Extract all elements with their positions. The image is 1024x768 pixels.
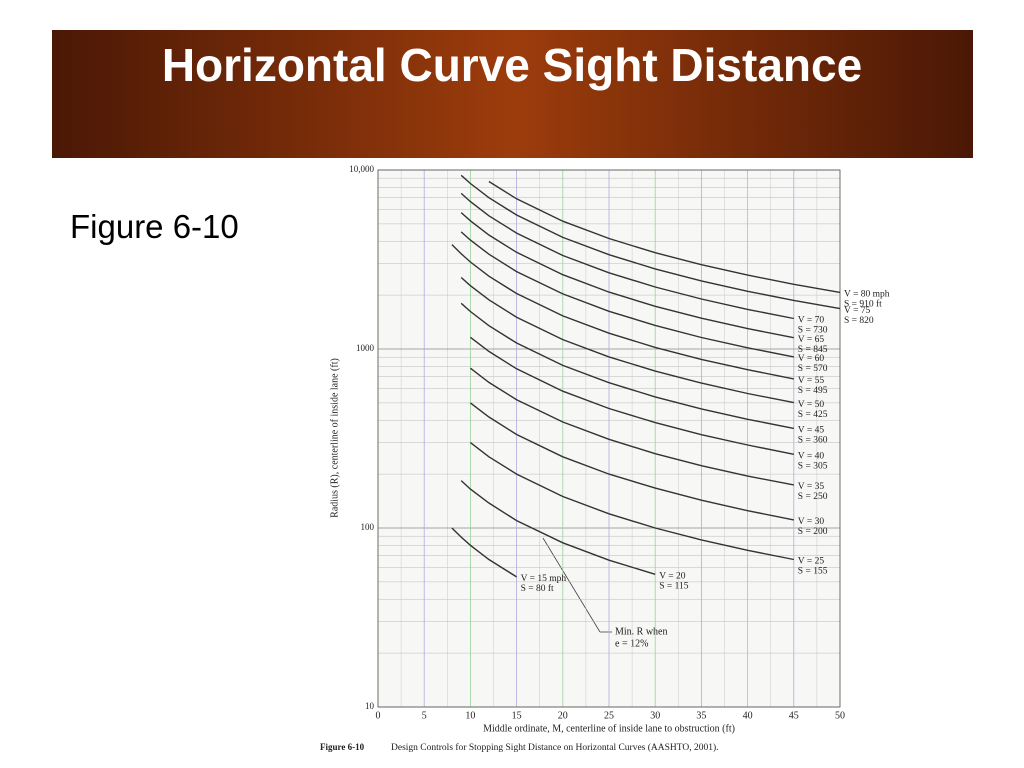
- curve: [488, 180, 841, 294]
- curve: [469, 402, 794, 521]
- x-tick-label: 10: [465, 710, 475, 721]
- x-axis-label: Middle ordinate, M, centerline of inside…: [483, 723, 735, 734]
- y-tick-label: 1000: [356, 343, 375, 353]
- series-label: V = 20: [659, 572, 686, 582]
- series-label: S = 200: [798, 527, 828, 537]
- series-label: S = 250: [798, 492, 828, 502]
- series-label: S = 425: [798, 410, 828, 420]
- series-label: S = 495: [798, 386, 828, 396]
- annotation: Min. R when: [615, 626, 668, 637]
- series-label: V = 70: [798, 316, 825, 326]
- x-tick-label: 35: [696, 710, 706, 721]
- series-label: V = 40: [798, 452, 825, 462]
- slide-title: Horizontal Curve Sight Distance: [161, 39, 863, 91]
- curve: [460, 192, 794, 320]
- curve: [460, 231, 794, 358]
- y-tick-label: 100: [361, 522, 375, 532]
- series-label: V = 25: [798, 557, 825, 567]
- y-axis-label: Radius (R), centerline of inside lane (f…: [329, 358, 340, 518]
- series-label: V = 55: [798, 376, 825, 386]
- x-tick-label: 5: [422, 710, 427, 721]
- curve: [469, 367, 794, 486]
- curve: [460, 302, 794, 430]
- curve: [469, 336, 794, 455]
- x-tick-label: 25: [604, 710, 614, 721]
- series-label: V = 45: [798, 426, 825, 436]
- curve: [451, 527, 517, 578]
- series-label: S = 910 ft: [844, 299, 882, 310]
- x-tick-label: 20: [558, 710, 568, 721]
- curve: [469, 442, 794, 561]
- x-tick-label: 15: [512, 710, 522, 721]
- x-tick-label: 30: [650, 710, 660, 721]
- caption-number: Figure 6-10: [320, 742, 365, 752]
- y-tick-label: 10,000: [349, 164, 374, 174]
- curve: [460, 174, 841, 310]
- series-label: V = 75: [844, 306, 871, 316]
- series-label: S = 820: [844, 316, 874, 326]
- annotation: e = 12%: [615, 638, 648, 649]
- curve: [460, 212, 794, 339]
- series-label: S = 360: [798, 436, 828, 446]
- x-tick-label: 50: [835, 710, 845, 721]
- series-label: V = 30: [798, 517, 825, 527]
- series-label: S = 305: [798, 462, 828, 472]
- series-label: V = 80 mph: [844, 290, 890, 300]
- figure-label: Figure 6-10: [70, 208, 239, 245]
- x-tick-label: 0: [376, 710, 381, 721]
- series-label: S = 80 ft: [521, 583, 554, 594]
- series-label: S = 155: [798, 567, 828, 577]
- annotation-arrow: [542, 537, 601, 633]
- series-label: S = 570: [798, 364, 828, 374]
- curve: [451, 244, 794, 380]
- caption: Design Controls for Stopping Sight Dista…: [391, 742, 719, 753]
- series-label: V = 15 mph: [521, 574, 567, 584]
- series-label: V = 65: [798, 335, 825, 345]
- series-label: V = 50: [798, 400, 825, 410]
- header-band: [52, 30, 973, 158]
- series-label: S = 730: [798, 326, 828, 336]
- series-label: V = 60: [798, 354, 825, 364]
- x-tick-label: 45: [789, 710, 799, 721]
- y-tick-label: 10: [365, 701, 375, 711]
- curve: [460, 276, 794, 404]
- curve: [460, 480, 656, 575]
- series-label: V = 35: [798, 482, 825, 492]
- plot-frame: [377, 169, 841, 708]
- series-label: S = 845: [798, 345, 828, 355]
- x-tick-label: 40: [743, 710, 753, 721]
- series-label: S = 115: [659, 582, 689, 592]
